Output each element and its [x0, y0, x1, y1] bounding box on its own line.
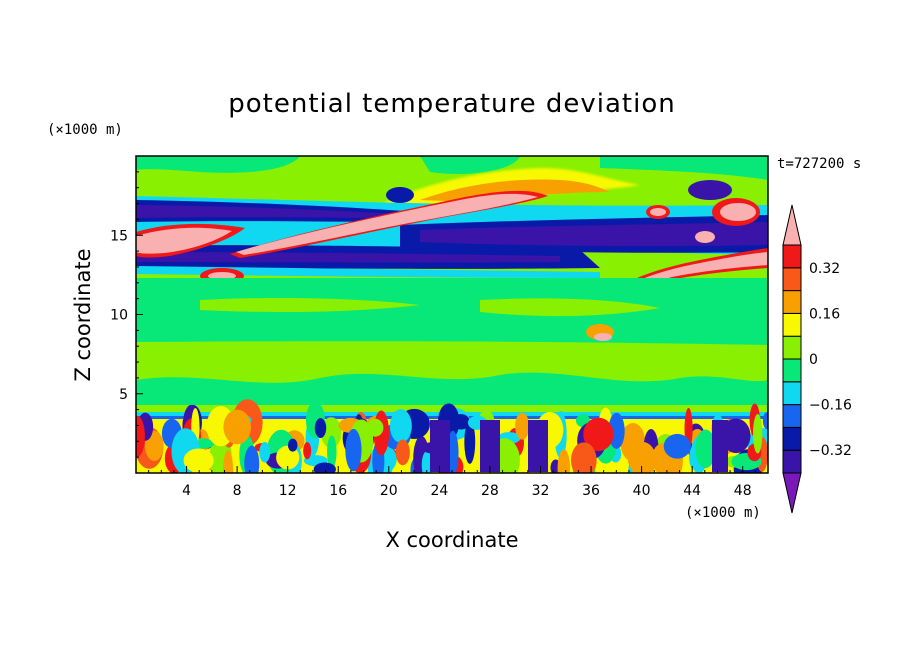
boundary-layer-cells [136, 399, 768, 473]
x-tick-label: 20 [380, 483, 398, 499]
colorbar-segment [782, 290, 802, 314]
boundary-cell [314, 418, 327, 439]
boundary-cell [183, 448, 214, 473]
boundary-cell [259, 442, 271, 463]
colorbar-tick-label: −0.16 [809, 398, 852, 414]
boundary-cell [244, 445, 260, 473]
y-axis-label: Z coordinate [71, 248, 95, 381]
colorbar-extend-high [782, 204, 802, 246]
colorbar-segment [782, 426, 802, 451]
colorbar-segment [782, 312, 802, 337]
boundary-cell [629, 441, 657, 473]
plot-area [136, 156, 768, 473]
boundary-cell [528, 420, 548, 472]
y-unit-label: (×1000 m) [47, 122, 123, 138]
colorbar-tick-label: 0.16 [809, 306, 840, 322]
x-axis-label: X coordinate [385, 528, 518, 552]
y-tick-label: 10 [110, 308, 128, 324]
colorbar-segment [782, 358, 802, 383]
boundary-cell [663, 433, 691, 459]
y-axis: 5 10 15 [110, 171, 143, 458]
boundary-cell [303, 442, 312, 460]
x-axis: 4 8 12 16 20 24 28 32 36 40 44 48 [148, 466, 756, 499]
x-tick-label: 24 [430, 483, 448, 499]
boundary-cell [395, 439, 410, 466]
colorbar-extend-low [782, 472, 802, 514]
boundary-cell [570, 442, 597, 473]
boundary-cell [223, 450, 234, 473]
boundary-cell [712, 420, 728, 472]
boundary-cell [276, 445, 300, 470]
time-label: t=727200 s [777, 156, 861, 172]
colorbar-segment [782, 381, 802, 406]
x-tick-label: 12 [279, 483, 297, 499]
boundary-cell [136, 415, 145, 457]
boundary-cell [389, 409, 412, 443]
boundary-cell [345, 428, 362, 472]
x-tick-label: 4 [182, 483, 191, 499]
boundary-cell [430, 420, 450, 472]
boundary-cell [695, 429, 716, 469]
boundary-cell [313, 462, 336, 473]
x-tick-label: 28 [481, 483, 499, 499]
y-tick-label: 15 [110, 228, 128, 244]
x-tick-label: 16 [329, 483, 347, 499]
colorbar-segment [782, 449, 802, 474]
boundary-cell [223, 409, 252, 445]
boundary-cell [752, 414, 763, 454]
colorbar-segment [782, 335, 802, 360]
colorbar-segment [782, 244, 802, 269]
colorbar-tick-label: 0.32 [809, 261, 840, 277]
colorbar: 0.32 0.16 0 −0.16 −0.32 [782, 204, 852, 514]
boundary-cell [515, 412, 530, 440]
x-tick-label: 32 [532, 483, 550, 499]
colorbar-tick-label: −0.32 [809, 443, 852, 459]
x-tick-label: 36 [582, 483, 600, 499]
boundary-cell [762, 412, 768, 430]
boundary-cell [583, 417, 614, 452]
chart-title: potential temperature deviation [228, 89, 675, 119]
colorbar-segment [782, 404, 802, 428]
x-tick-label: 8 [233, 483, 242, 499]
boundary-cell [721, 418, 751, 454]
colorbar-tick-label: 0 [809, 352, 818, 368]
boundary-cell [464, 419, 476, 464]
boundary-cell [557, 449, 571, 473]
boundary-cell [480, 420, 500, 472]
x-tick-label: 48 [734, 483, 752, 499]
x-tick-label: 40 [633, 483, 651, 499]
boundary-cell [421, 451, 433, 473]
x-tick-label: 44 [683, 483, 701, 499]
y-tick-label: 5 [119, 387, 128, 403]
colorbar-segment [782, 267, 802, 292]
boundary-cell [287, 438, 298, 452]
x-unit-label: (×1000 m) [685, 505, 761, 521]
boundary-cell [327, 435, 337, 469]
